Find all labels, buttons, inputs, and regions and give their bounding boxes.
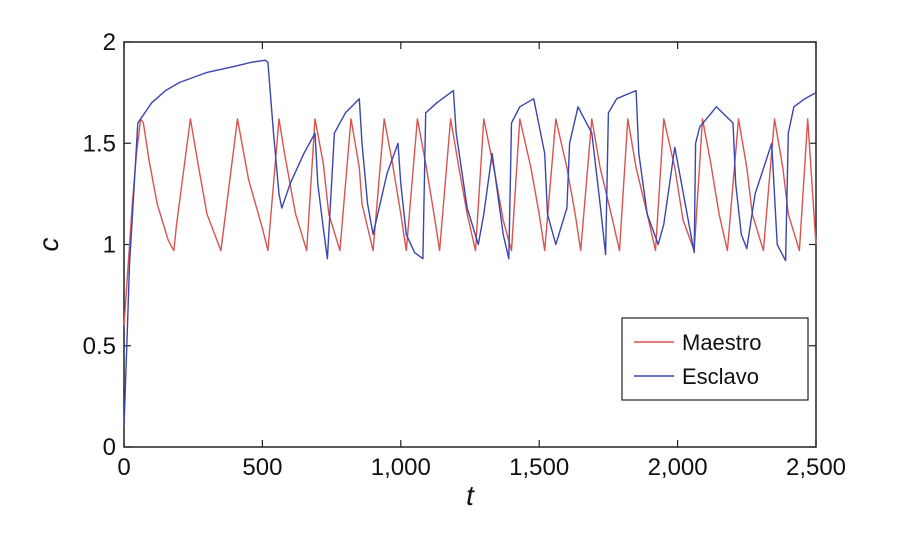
- y-tick-label: 0: [103, 434, 116, 461]
- x-tick-label: 1,500: [509, 454, 569, 481]
- series-line-maestro: [123, 118, 817, 326]
- y-tick-label: 0.5: [83, 333, 116, 360]
- legend-label: Esclavo: [682, 364, 759, 389]
- x-axis-ticks: 0 500 1,000 1,500 2,000 2,500: [117, 42, 846, 481]
- y-tick-label: 2: [103, 29, 116, 56]
- x-tick-label: 2,500: [786, 454, 846, 481]
- x-tick-label: 500: [242, 454, 282, 481]
- x-tick-label: 1,000: [371, 454, 431, 481]
- legend-box: [621, 317, 809, 401]
- y-axis-ticks: 0 0.5 1 1.5 2: [83, 29, 816, 461]
- y-axis-label: c: [33, 238, 64, 252]
- x-tick-label: 0: [117, 454, 130, 481]
- y-tick-label: 1.5: [83, 130, 116, 157]
- legend-label: Maestro: [682, 330, 761, 355]
- x-tick-label: 2,000: [648, 454, 708, 481]
- y-tick-label: 1: [103, 232, 116, 259]
- x-axis-label: t: [466, 480, 475, 511]
- series-layer: [123, 59, 817, 427]
- legend: Maestro Esclavo: [621, 317, 809, 401]
- series-line-esclavo: [123, 59, 817, 427]
